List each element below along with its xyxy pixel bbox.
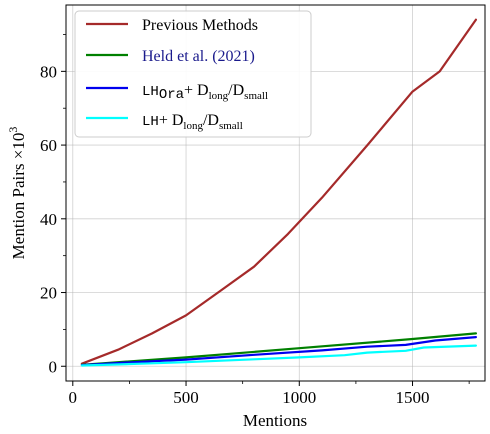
y-axis-title-exponent: 3	[6, 127, 20, 133]
plot-frame	[65, 4, 486, 382]
legend-lh-tail: + D	[159, 112, 184, 129]
series-line-lh-long-small	[80, 344, 477, 367]
legend-lh-ora-sub1: long	[209, 90, 229, 102]
y-tick-label: 0	[49, 357, 58, 376]
series-line-previous-methods	[80, 18, 477, 365]
y-tick-label: 80	[40, 62, 57, 81]
y-tick-label: 20	[40, 284, 57, 303]
series-lines	[80, 18, 477, 367]
legend-lh-ora-sub2: small	[244, 90, 268, 102]
x-tick-label: 500	[173, 388, 199, 407]
legend-lh-mid: /D	[203, 112, 219, 129]
legend-lh-ora-sub: Ora	[159, 87, 184, 103]
axis-ticks	[61, 34, 470, 386]
legend-lh-ora-mono: LH	[142, 84, 159, 100]
legend: Previous Methods Held et al. (2021) LHOr…	[74, 10, 312, 138]
legend-box	[74, 10, 312, 138]
legend-lh-ora-tail: + D	[184, 82, 209, 99]
series-line-held-et-al	[80, 332, 477, 366]
legend-lh-sub1: long	[183, 120, 203, 132]
y-axis-title: Mention Pairs ×103	[6, 127, 28, 260]
legend-label-previous-methods: Previous Methods	[142, 17, 258, 34]
legend-lh-ora-mid: /D	[228, 82, 244, 99]
legend-label-held: Held et al. (2021)	[142, 48, 255, 65]
y-tick-label: 40	[40, 210, 57, 229]
x-tick-label: 1000	[282, 388, 316, 407]
x-tick-label: 0	[69, 388, 78, 407]
legend-lh-mono: LH	[142, 114, 159, 130]
x-tick-label: 1500	[396, 388, 430, 407]
x-axis-title: Mentions	[243, 411, 307, 430]
y-tick-label: 60	[40, 136, 57, 155]
legend-label-lh: LH+ Dlong/Dsmall	[142, 112, 243, 132]
series-line-lh-ora-long-small	[80, 336, 477, 367]
legend-label-lh-ora: LHOra+ Dlong/Dsmall	[142, 82, 268, 103]
y-axis-title-main: Mention Pairs ×10	[9, 133, 28, 260]
legend-lh-sub2: small	[219, 120, 243, 132]
